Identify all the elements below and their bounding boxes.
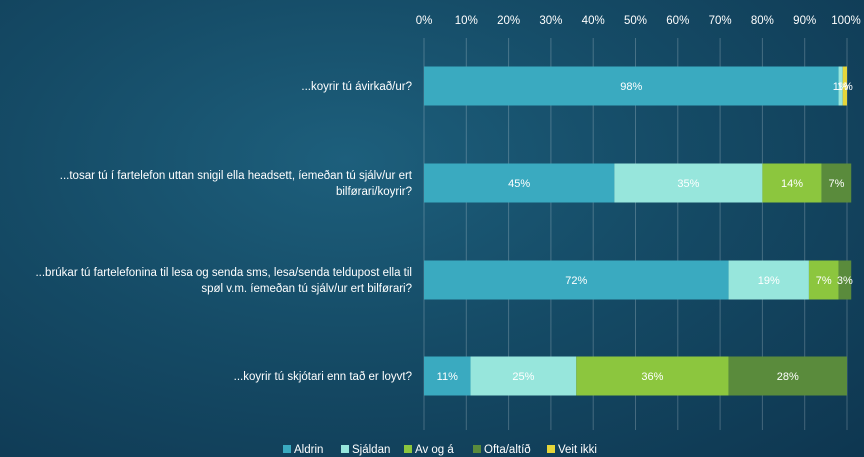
bars: [424, 66, 852, 396]
legend-label: Ofta/altíð: [484, 444, 531, 456]
bar-segment: [728, 356, 847, 396]
data-label: 19%: [758, 275, 780, 287]
bar-segment: [424, 260, 729, 300]
legend-label: Veit ikki: [558, 444, 597, 456]
data-label: 3%: [837, 275, 853, 287]
legend-swatch: [547, 445, 555, 453]
category-label: ...tosar tú í fartelefon uttan snigil el…: [60, 170, 413, 182]
bar-segment: [470, 356, 577, 396]
legend-swatch: [283, 445, 291, 453]
legend: Aldrin Sjáldan Av og á Ofta/altíð Veit ikki: [283, 444, 597, 456]
category-label: bilførari/koyrir?: [336, 186, 412, 198]
data-label: 1%: [837, 81, 853, 93]
x-tick-label: 100%: [831, 15, 860, 27]
bar-segment: [838, 260, 852, 300]
x-tick-label: 80%: [751, 15, 774, 27]
x-tick-label: 60%: [666, 15, 689, 27]
category-labels: ...koyrir tú ávirkað/ur? ...tosar tú í fa…: [35, 81, 412, 383]
category-label: ...koyrir tú skjótari enn tað er loyvt?: [234, 371, 412, 383]
data-label: 28%: [777, 371, 799, 383]
category-label: ...brúkar tú fartelefonina til lesa og s…: [35, 267, 412, 279]
data-label: 45%: [508, 178, 530, 190]
legend-swatch: [473, 445, 481, 453]
x-tick-label: 90%: [793, 15, 816, 27]
data-label: 72%: [565, 275, 587, 287]
x-tick-label: 10%: [455, 15, 478, 27]
bar-segment: [821, 163, 852, 203]
x-tick-label: 30%: [539, 15, 562, 27]
x-tick-label: 70%: [709, 15, 732, 27]
data-label: 98%: [620, 81, 642, 93]
bar-segment: [808, 260, 839, 300]
bar-segment: [614, 163, 763, 203]
x-tick-label: 50%: [624, 15, 647, 27]
data-label: 1%: [833, 81, 849, 93]
x-axis-tick-labels: 0% 10% 20% 30% 40% 50% 60% 70% 80% 90% 100%: [416, 15, 861, 27]
legend-label: Sjáldan: [352, 444, 390, 456]
category-label: spøl v.m. íemeðan tú sjálv/ur ert bilfør…: [201, 283, 412, 295]
legend-swatch: [341, 445, 349, 453]
data-label: 25%: [512, 371, 534, 383]
bar-segment: [424, 66, 839, 106]
bar-segment: [842, 66, 847, 106]
data-labels: 98% 1%1% 45% 35% 14% 7% 72% 19% 7% 3% 11% 25% 36% 28%: [437, 81, 853, 383]
x-tick-label: 40%: [582, 15, 605, 27]
data-label: 36%: [641, 371, 663, 383]
data-label: 35%: [677, 178, 699, 190]
data-label: 11%: [437, 371, 458, 383]
data-label: 7%: [816, 275, 832, 287]
legend-swatch: [404, 445, 412, 453]
data-label: 7%: [828, 178, 844, 190]
bar-segment: [424, 163, 615, 203]
category-label: ...koyrir tú ávirkað/ur?: [301, 81, 412, 93]
legend-label: Aldrin: [294, 444, 323, 456]
bar-segment: [762, 163, 822, 203]
legend-label: Av og á: [415, 444, 454, 456]
data-label: 14%: [781, 178, 803, 190]
bar-segment: [838, 66, 843, 106]
bar-segment: [576, 356, 729, 396]
bar-segment: [424, 356, 471, 396]
bar-segment: [728, 260, 809, 300]
x-tick-label: 0%: [416, 15, 433, 27]
x-tick-label: 20%: [497, 15, 520, 27]
